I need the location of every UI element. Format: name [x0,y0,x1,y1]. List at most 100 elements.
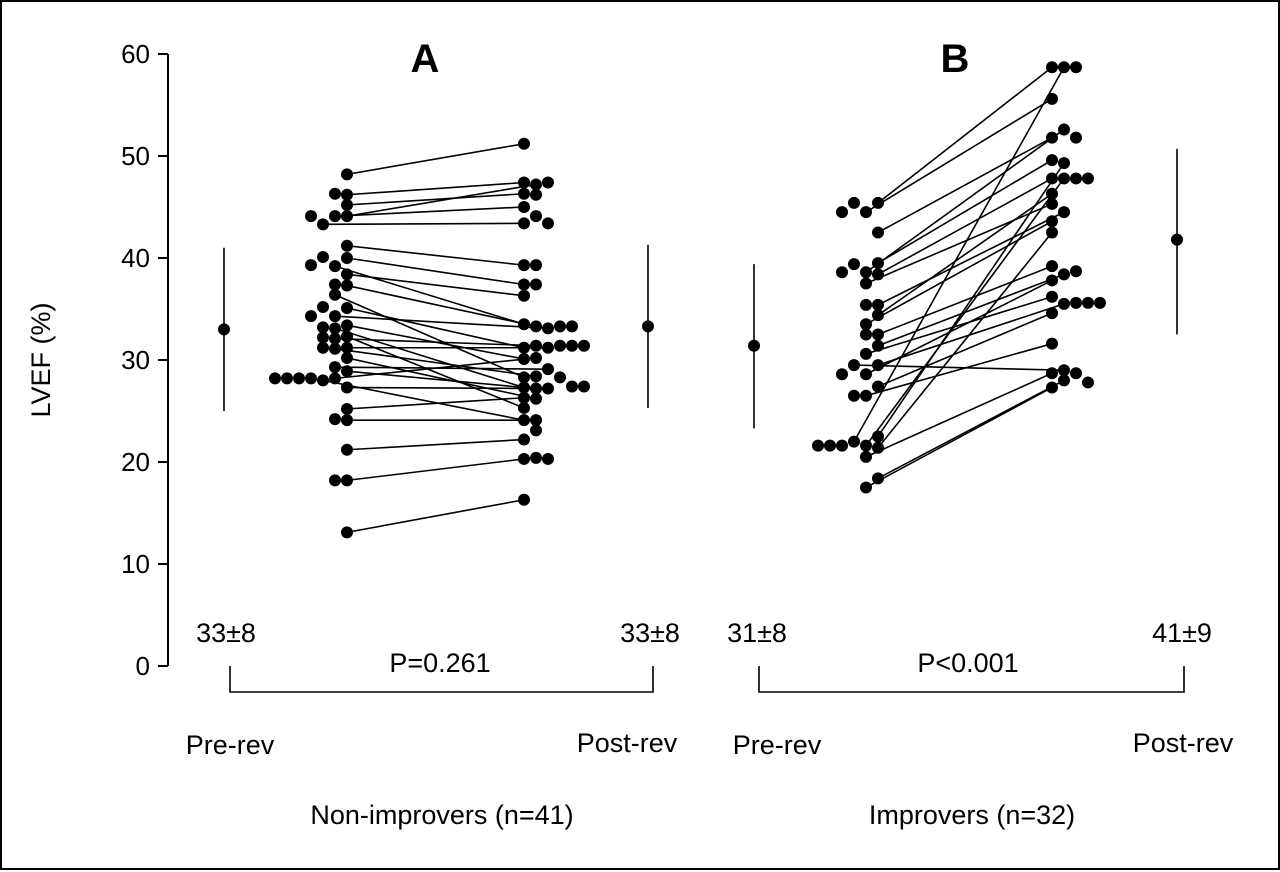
panel-A-post-point [518,278,530,291]
panel-B-pre-point [860,318,872,331]
panel-B-post-point [1046,215,1058,228]
panel-A-pre-point [317,300,329,313]
panel-A-label: A [411,37,440,81]
panel-B-pair-line [865,220,1053,325]
panel-B-p-value: P<0.001 [917,648,1018,678]
panel-A-pair-line [346,458,525,482]
panel-B-post-point [1046,197,1058,210]
panel-A-pre-point [305,310,317,323]
panel-A-pair-line [346,244,525,266]
panel-B-post-point [1070,172,1082,185]
panel-B-pre-point [872,309,884,322]
annotations: A 33±8 33±8 P=0.261 Pre-rev Post-rev Non-impro… [186,37,1234,830]
panel-A-pre-point [341,330,353,343]
panel-A-post-point [530,320,542,333]
panel-A-pre-point [317,341,329,354]
panel-A-pair-line [346,273,525,297]
panel-B-pre-point [872,328,884,341]
panel-B-post-point [1046,131,1058,144]
panel-B-pre-point [860,328,872,341]
panel-A-post-point [542,363,554,376]
panel-A-pair-line [346,438,525,451]
panel-B-pair-line [877,177,1053,276]
panel-B-post-point [1070,296,1082,309]
panel-A-pre-mean-point [218,323,230,336]
panel-B-pair-line [865,279,1053,375]
panel-A-pre-point [341,341,353,354]
panel-A-pre-point [329,474,341,487]
panel-A-post-point [530,370,542,383]
panel-B-pre-point [860,266,872,279]
panel-B-post-point [1070,131,1082,144]
panel-B-pair-line [865,128,1065,273]
panel-A-group-label: Non-improvers (n=41) [310,800,573,830]
panel-A-pre-point [341,279,353,292]
panel-B-pre-point [860,347,872,360]
panel-A-post-point [518,137,530,150]
panel-B-pre-point [872,298,884,311]
panel-B-post-point [1082,376,1094,389]
panel-B-label: B [941,37,970,81]
panel-A-post-point [518,341,530,354]
panel-B-pre-point [836,266,848,279]
panel-A-post-point [554,339,566,352]
panel-A-pre-point [329,413,341,426]
panel-B-post-point [1082,172,1094,185]
panel-A-pre-point [341,443,353,456]
panel-A-post-point [530,259,542,272]
panel-A-pre-point [341,526,353,539]
panel-B-pair-line [865,203,1053,285]
panel-A-pre-point [329,278,341,291]
panel-A-pre-point [341,351,353,364]
panel-B-pre-point [872,226,884,239]
panel-B-pair-line [877,273,1065,347]
panel-A-pair-line [346,192,525,206]
panel-B-pair-line [865,386,1053,489]
panel-A-post-point [530,210,542,223]
panel-B-pre-point [848,435,860,448]
y-axis-label: LVEF (%) [26,302,56,417]
panel-A-pre-point [329,372,341,385]
panel-A-post-point [518,493,530,506]
panel-B-pair-line [865,295,1053,355]
panel-A-pre-point [317,250,329,263]
panel-A-post-point [542,341,554,354]
panel-A-pair-line [346,307,525,349]
panel-B-post-point [1058,172,1070,185]
panel-A-post-point [530,382,542,395]
panel-B-pair-line [877,303,1065,366]
panel-A-pre-point [341,381,353,394]
panel-B-pre-point [872,359,884,372]
panel-B-post-point [1058,374,1070,387]
panel-B-post-point [1046,260,1058,273]
panel-A-pre-point [341,252,353,264]
panel-B-bracket [758,666,1185,693]
panel-B-post-point [1046,154,1058,167]
panel-A-pre-point [329,260,341,273]
panel-B-post-point [1046,187,1058,200]
panel-B-pre-point [848,196,860,209]
panel-B-pair-line [853,66,1065,442]
panel-A-post-point [518,371,530,384]
panel-B-post-point [1058,364,1070,377]
panel-A-pre-summary-text: 33±8 [196,618,256,648]
panel-A-post-mean-point [642,320,654,333]
panel-A-pre-point [305,259,317,272]
panel-A-post-point [542,217,554,230]
panel-B-post-point [1046,307,1058,320]
panel-B-pre-point [860,439,872,452]
panel-B-pair-line [877,66,1053,204]
panel-A-post-point [566,320,578,333]
panel-B-post-point [1046,367,1058,380]
panel-A-post-point [518,201,530,213]
panel-A-post-point [566,339,578,352]
panel-A-post-point [518,318,530,331]
panel-A-post-point [518,352,530,365]
panel-B-pair-line [853,364,1065,371]
panel-B-post-point [1046,226,1058,239]
panel-B-pair-line [877,136,1053,234]
panel-A-post-point [518,289,530,302]
panel-A-post-point [518,452,530,465]
y-tick-label: 60 [121,39,150,69]
